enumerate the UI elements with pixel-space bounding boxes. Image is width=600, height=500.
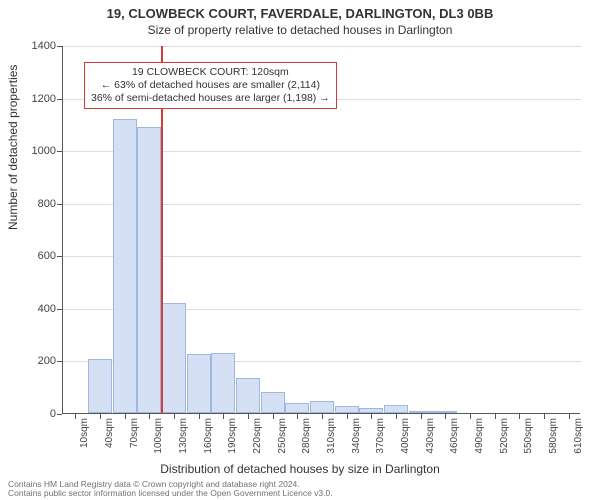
x-tick-label: 220sqm [252, 418, 263, 468]
x-tick-label: 610sqm [573, 418, 584, 468]
y-tick-label: 0 [16, 408, 56, 420]
chart-area: 10sqm40sqm70sqm100sqm130sqm160sqm190sqm2… [62, 46, 580, 414]
x-tick-mark [75, 414, 76, 419]
y-tick-label: 200 [16, 355, 56, 367]
x-tick-mark [100, 414, 101, 419]
x-tick-label: 130sqm [178, 418, 189, 468]
x-tick-mark [322, 414, 323, 419]
x-tick-label: 460sqm [449, 418, 460, 468]
x-tick-label: 430sqm [425, 418, 436, 468]
y-tick-mark [57, 99, 62, 100]
x-tick-mark [248, 414, 249, 419]
callout-box: 19 CLOWBECK COURT: 120sqm← 63% of detach… [84, 62, 337, 109]
x-tick-mark [223, 414, 224, 419]
x-tick-mark [495, 414, 496, 419]
x-tick-label: 70sqm [129, 418, 140, 468]
x-tick-mark [174, 414, 175, 419]
attribution-line2: Contains public sector information licen… [8, 489, 333, 498]
x-tick-label: 40sqm [104, 418, 115, 468]
bar [285, 403, 309, 414]
x-tick-label: 280sqm [301, 418, 312, 468]
x-tick-mark [445, 414, 446, 419]
callout-line2: ← 63% of detached houses are smaller (2,… [91, 79, 330, 92]
y-tick-label: 600 [16, 250, 56, 262]
bar [187, 354, 211, 413]
y-tick-mark [57, 204, 62, 205]
x-tick-label: 160sqm [203, 418, 214, 468]
x-tick-label: 550sqm [523, 418, 534, 468]
x-tick-mark [421, 414, 422, 419]
y-tick-mark [57, 46, 62, 47]
bar [113, 119, 137, 413]
bar [211, 353, 235, 413]
x-tick-label: 520sqm [499, 418, 510, 468]
bar [261, 392, 285, 413]
x-tick-label: 250sqm [277, 418, 288, 468]
page-subtitle: Size of property relative to detached ho… [0, 21, 600, 41]
x-tick-mark [297, 414, 298, 419]
bar [310, 401, 334, 413]
x-axis-label: Distribution of detached houses by size … [0, 462, 600, 476]
y-tick-label: 1200 [16, 93, 56, 105]
x-tick-label: 490sqm [474, 418, 485, 468]
bar [433, 411, 457, 413]
x-tick-label: 190sqm [227, 418, 238, 468]
bar [409, 411, 433, 413]
x-tick-mark [149, 414, 150, 419]
y-tick-mark [57, 309, 62, 310]
x-tick-mark [544, 414, 545, 419]
callout-line3: 36% of semi-detached houses are larger (… [91, 92, 330, 105]
page-title: 19, CLOWBECK COURT, FAVERDALE, DARLINGTO… [0, 0, 600, 21]
bar [236, 378, 260, 413]
bar [384, 405, 408, 413]
x-tick-mark [199, 414, 200, 419]
bar [88, 359, 112, 413]
x-tick-mark [371, 414, 372, 419]
x-tick-mark [125, 414, 126, 419]
y-tick-mark [57, 256, 62, 257]
figure: 19, CLOWBECK COURT, FAVERDALE, DARLINGTO… [0, 0, 600, 500]
x-tick-mark [569, 414, 570, 419]
x-tick-label: 580sqm [548, 418, 559, 468]
y-tick-label: 1000 [16, 145, 56, 157]
x-tick-label: 370sqm [375, 418, 386, 468]
x-tick-mark [273, 414, 274, 419]
bar [335, 406, 359, 413]
y-tick-label: 400 [16, 303, 56, 315]
attribution: Contains HM Land Registry data © Crown c… [8, 480, 333, 499]
x-tick-label: 400sqm [400, 418, 411, 468]
x-tick-mark [470, 414, 471, 419]
bar [137, 127, 161, 414]
x-tick-mark [396, 414, 397, 419]
x-tick-label: 340sqm [351, 418, 362, 468]
y-tick-mark [57, 151, 62, 152]
y-tick-mark [57, 361, 62, 362]
bar [359, 408, 383, 413]
x-tick-label: 310sqm [326, 418, 337, 468]
x-tick-label: 10sqm [79, 418, 90, 468]
gridline [63, 46, 581, 47]
callout-line1: 19 CLOWBECK COURT: 120sqm [91, 66, 330, 79]
x-tick-mark [519, 414, 520, 419]
y-tick-label: 800 [16, 198, 56, 210]
bar [162, 303, 186, 413]
x-tick-mark [347, 414, 348, 419]
x-tick-label: 100sqm [153, 418, 164, 468]
y-tick-mark [57, 414, 62, 415]
y-tick-label: 1400 [16, 40, 56, 52]
